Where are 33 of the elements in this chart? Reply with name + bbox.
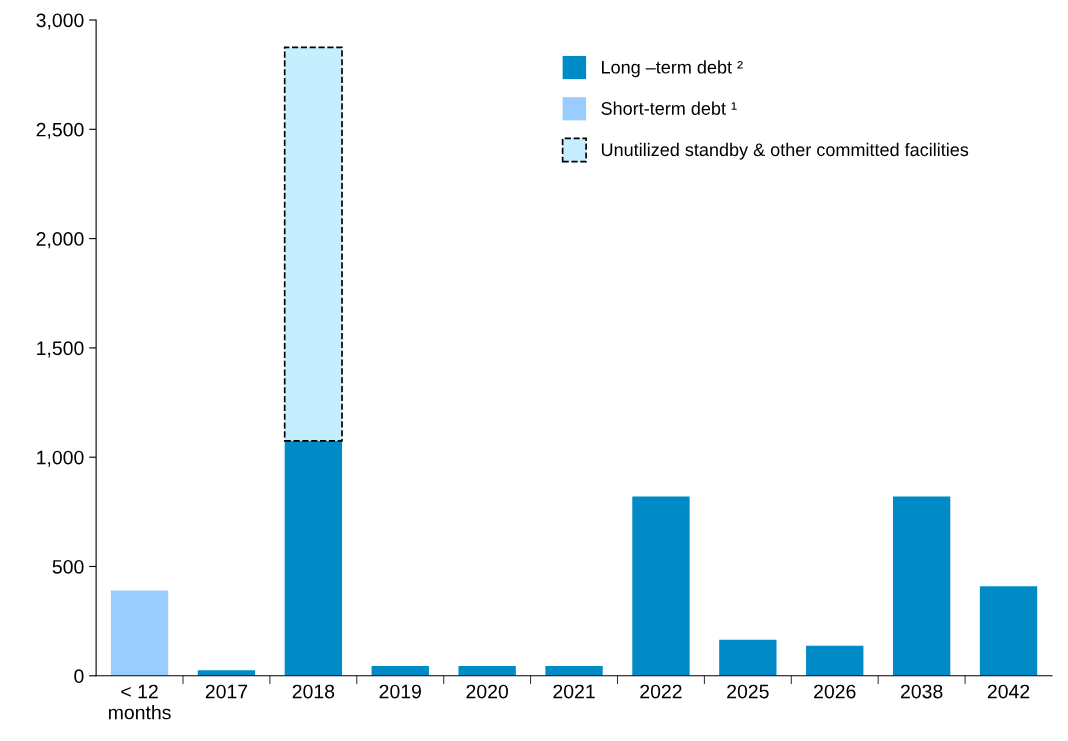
- bar: [719, 639, 777, 676]
- y-tick-label: 0: [74, 669, 84, 684]
- bar: [632, 496, 690, 676]
- legend-label: Short-term debt ¹: [601, 101, 737, 115]
- bar: [458, 665, 516, 676]
- x-tick-label: 2017: [205, 684, 248, 699]
- y-tick-label: 2,000: [36, 232, 84, 249]
- bar: [110, 590, 169, 676]
- y-tick-label: 2,500: [36, 122, 84, 139]
- x-tick-label: 2018: [292, 684, 335, 699]
- x-tick-label: 2022: [640, 684, 682, 699]
- bar: [979, 586, 1038, 676]
- legend-label: Long –term debt ²: [602, 60, 743, 78]
- bar: [371, 665, 429, 676]
- y-tick-label: 500: [52, 559, 84, 574]
- x-tick-label: 2042: [987, 684, 1030, 699]
- bar: [197, 670, 256, 676]
- x-tick-label: < 12 months: [108, 684, 171, 720]
- x-tick-label: 2020: [466, 684, 509, 699]
- x-tick-label: 2021: [553, 684, 595, 699]
- x-tick-label: 2026: [814, 684, 856, 699]
- y-tick-label: 3,000: [36, 13, 84, 30]
- y-tick-label: 1,500: [37, 341, 84, 358]
- x-tick-label: 2019: [379, 684, 421, 699]
- bar: [806, 645, 864, 676]
- bar: [284, 440, 343, 676]
- x-tick-label: 2025: [727, 684, 769, 699]
- bar: [892, 496, 951, 676]
- x-tick-label: 2038: [900, 684, 943, 699]
- legend-label: Unutilized standby & other committed facilities: [601, 142, 969, 160]
- y-tick-label: 1,000: [37, 450, 84, 467]
- bar: [283, 46, 343, 442]
- bar: [545, 665, 603, 676]
